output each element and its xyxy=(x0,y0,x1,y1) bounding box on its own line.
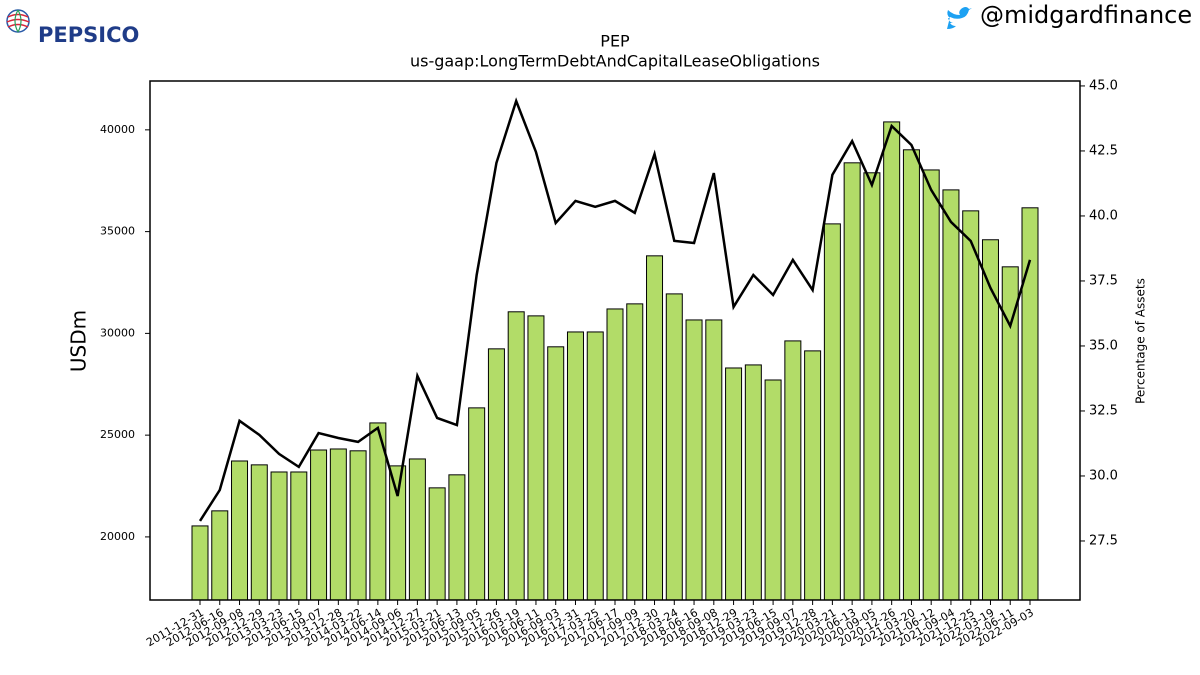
bar xyxy=(270,471,288,601)
bar xyxy=(566,331,584,601)
bar xyxy=(863,172,881,601)
bar xyxy=(586,331,604,601)
y-tick-label: 30000 xyxy=(100,326,135,339)
bar xyxy=(646,255,664,601)
y-axis-label: USDm xyxy=(67,310,91,372)
bar xyxy=(468,407,486,601)
twitter-icon xyxy=(947,7,972,29)
bar xyxy=(1021,207,1039,601)
bar xyxy=(883,121,901,601)
bar xyxy=(408,458,426,601)
y-tick-label: 40000 xyxy=(100,123,135,136)
bar xyxy=(843,162,861,601)
bar xyxy=(389,465,407,601)
y2-tick-label: 45.0 xyxy=(1089,78,1118,93)
y-tick-label: 20000 xyxy=(100,530,135,543)
y2-tick-label: 32.5 xyxy=(1089,403,1118,418)
bar xyxy=(784,340,802,601)
y-tick-label: 25000 xyxy=(100,428,135,441)
logo-text: PEPSICO xyxy=(38,23,139,47)
chart-title: PEP xyxy=(600,32,630,51)
bar xyxy=(349,450,367,601)
bar xyxy=(231,460,249,601)
y-tick-label: 35000 xyxy=(100,225,135,238)
bar xyxy=(487,348,505,601)
plot-frame xyxy=(149,80,1081,601)
chart-subtitle: us-gaap:LongTermDebtAndCapitalLeaseOblig… xyxy=(410,52,820,71)
bar xyxy=(665,293,683,601)
bar xyxy=(606,308,624,601)
bar xyxy=(744,364,762,601)
bar xyxy=(211,510,229,601)
bar xyxy=(942,189,960,601)
bar xyxy=(981,239,999,601)
bar xyxy=(527,315,545,601)
y2-tick-label: 27.5 xyxy=(1089,533,1118,548)
bar xyxy=(626,303,644,601)
bar xyxy=(804,350,822,601)
y2-tick-label: 37.5 xyxy=(1089,273,1118,288)
bar xyxy=(705,319,723,601)
bar xyxy=(685,319,703,601)
bar xyxy=(507,311,525,601)
line xyxy=(198,97,1032,522)
y2-tick-label: 40.0 xyxy=(1089,208,1118,223)
bar xyxy=(547,346,565,601)
bar xyxy=(962,210,980,601)
y2-tick-label: 35.0 xyxy=(1089,338,1118,353)
bar xyxy=(902,149,920,601)
pepsi-logo xyxy=(6,9,30,33)
handle: @midgardfinance xyxy=(980,1,1192,29)
bar xyxy=(823,223,841,601)
bar xyxy=(310,449,328,601)
bar xyxy=(428,487,446,601)
bar xyxy=(448,474,466,601)
bar xyxy=(290,471,308,601)
bar xyxy=(250,464,268,601)
bar xyxy=(764,379,782,601)
bar xyxy=(191,525,209,601)
bar xyxy=(725,367,743,601)
bar xyxy=(329,448,347,601)
y2-axis-label: Percentage of Assets xyxy=(1134,278,1148,404)
bar xyxy=(922,169,940,601)
y2-tick-label: 42.5 xyxy=(1089,143,1118,158)
y2-tick-label: 30.0 xyxy=(1089,468,1118,483)
